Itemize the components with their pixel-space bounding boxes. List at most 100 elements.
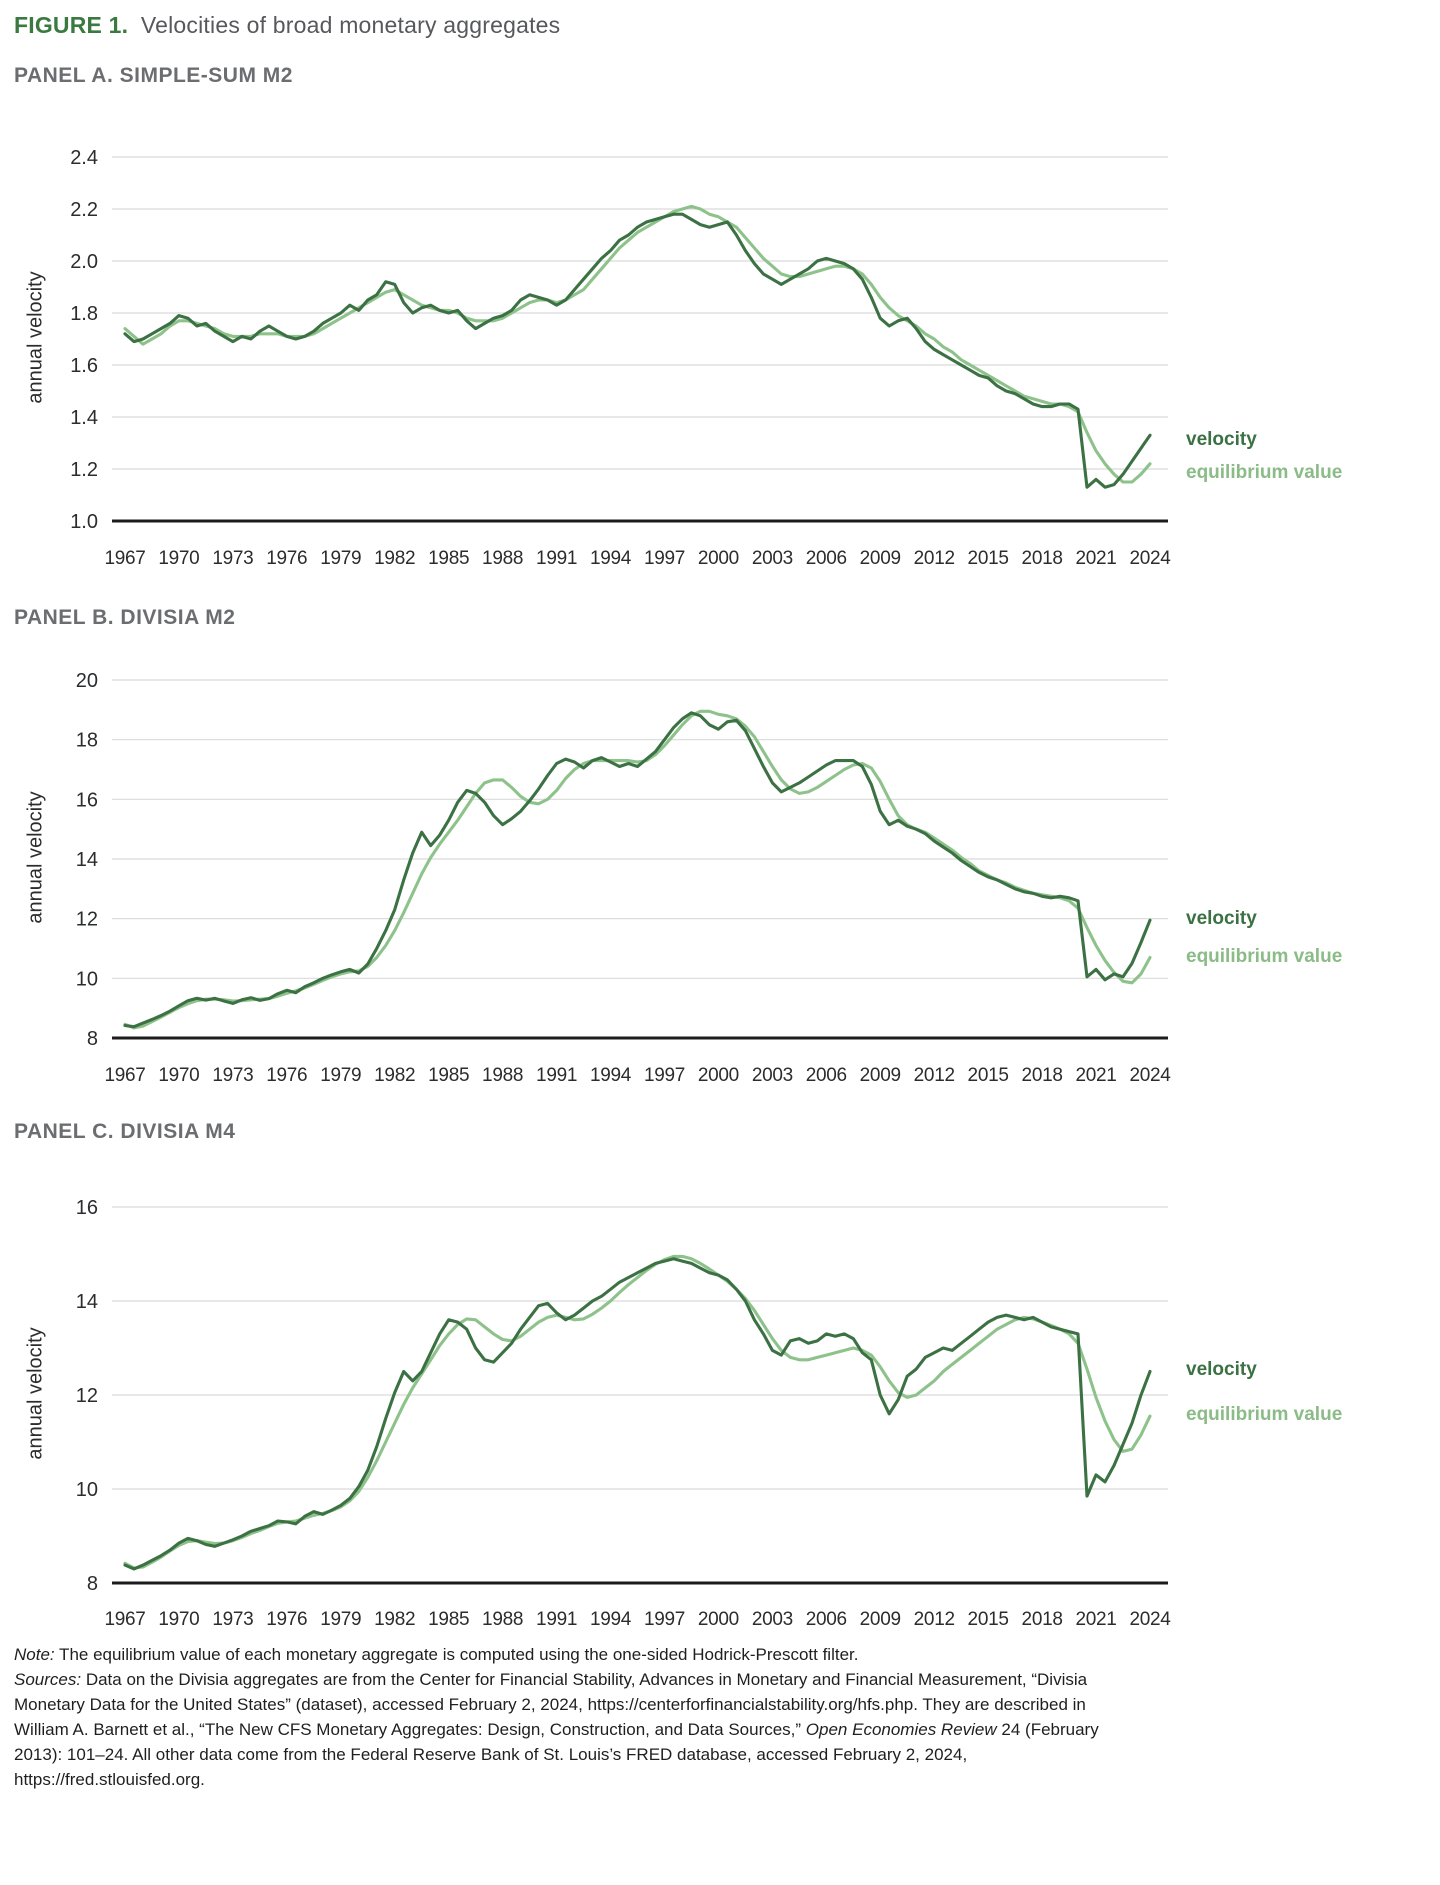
panel-c-chart: 16 14 12 10 8 1967 1970 1973 1976 1979 1982 1985 198… [76, 1197, 1172, 1630]
x-tick-label: 1979 [320, 1065, 361, 1086]
y-tick-label: 1.4 [70, 407, 98, 429]
journal-title: Open Economies Review [805, 1720, 997, 1739]
x-tick-label: 2000 [698, 1065, 739, 1086]
y-tick-label: 20 [76, 670, 98, 692]
legend-velocity-panel-a: velocity [1186, 429, 1257, 450]
x-tick-label: 2024 [1129, 548, 1171, 569]
sources-text-2: 24 (February 2013): 101–24. All other da… [14, 1720, 1099, 1789]
panel-a-yaxis-label: annual velocity [24, 271, 47, 404]
y-tick-label: 8 [87, 1028, 98, 1050]
x-tick-label: 2003 [752, 1609, 793, 1630]
note-label: Note: [14, 1645, 55, 1664]
velocity-line [123, 212, 1152, 489]
x-tick-label: 2000 [698, 548, 739, 569]
x-tick-label: 1988 [482, 1065, 523, 1086]
equilibrium-line [123, 1254, 1152, 1570]
y-tick-label: 10 [76, 1479, 98, 1501]
x-tick-label: 1988 [482, 1609, 523, 1630]
x-tick-label: 2021 [1075, 1065, 1116, 1086]
figure-title-text: Velocities of broad monetary aggregates [140, 12, 561, 38]
legend-equilibrium-panel-b: equilibrium value [1186, 946, 1343, 967]
x-tick-label: 1967 [104, 1065, 145, 1086]
x-tick-label: 2006 [806, 548, 847, 569]
x-tick-label: 1985 [428, 1065, 469, 1086]
x-tick-label: 1973 [212, 1065, 253, 1086]
x-tick-label: 2006 [806, 1065, 847, 1086]
y-tick-label: 2.0 [70, 251, 98, 273]
x-tick-label: 1967 [104, 548, 145, 569]
panel-a-chart: 2.4 2.2 2.0 1.8 1.6 1.4 1.2 1.0 1967 1970 1973 1976… [70, 147, 1171, 569]
x-tick-label: 2015 [968, 1065, 1009, 1086]
x-tick-label: 2018 [1022, 1065, 1063, 1086]
x-tick-label: 1970 [158, 548, 199, 569]
x-tick-label: 1985 [428, 548, 469, 569]
x-tick-label: 2024 [1129, 1609, 1171, 1630]
y-tick-label: 18 [76, 730, 98, 752]
legend-equilibrium-panel-a: equilibrium value [1186, 462, 1343, 483]
y-tick-label: 14 [76, 1291, 98, 1313]
x-tick-label: 2018 [1022, 1609, 1063, 1630]
x-tick-label: 1976 [266, 548, 307, 569]
velocity-line [123, 711, 1152, 1029]
y-tick-label: 2.2 [70, 199, 98, 221]
x-tick-label: 2009 [860, 1609, 901, 1630]
x-tick-label: 1979 [320, 548, 361, 569]
figure-title: FIGURE 1. Velocities of broad monetary a… [14, 12, 560, 39]
x-tick-label: 2003 [752, 1065, 793, 1086]
x-tick-label: 1976 [266, 1065, 307, 1086]
x-tick-label: 2021 [1075, 1609, 1116, 1630]
x-tick-label: 1994 [590, 1609, 632, 1630]
y-tick-label: 1.0 [70, 511, 98, 533]
y-tick-label: 2.4 [70, 147, 98, 169]
panel-a-heading: PANEL A. SIMPLE-SUM M2 [14, 64, 293, 87]
x-tick-label: 1979 [320, 1609, 361, 1630]
x-tick-label: 1973 [212, 1609, 253, 1630]
x-tick-label: 1997 [644, 1065, 685, 1086]
y-tick-label: 1.8 [70, 303, 98, 325]
equilibrium-line [123, 204, 1152, 484]
panel-c-yaxis-label: annual velocity [24, 1327, 47, 1460]
x-tick-label: 1973 [212, 548, 253, 569]
x-tick-label: 1991 [536, 1609, 577, 1630]
legend-velocity-panel-b: velocity [1186, 908, 1257, 929]
y-tick-label: 8 [87, 1573, 98, 1595]
x-tick-label: 2003 [752, 548, 793, 569]
legend-equilibrium-panel-c: equilibrium value [1186, 1404, 1343, 1425]
x-tick-label: 1982 [374, 548, 415, 569]
x-tick-label: 2012 [914, 1609, 955, 1630]
note-line: Note: The equilibrium value of each mone… [14, 1642, 1142, 1667]
x-tick-label: 1967 [104, 1609, 145, 1630]
x-tick-label: 2015 [968, 548, 1009, 569]
x-tick-label: 1985 [428, 1609, 469, 1630]
y-tick-label: 16 [76, 789, 98, 811]
panel-b-heading: PANEL B. DIVISIA M2 [14, 606, 236, 629]
x-tick-label: 2009 [860, 548, 901, 569]
x-tick-label: 2009 [860, 1065, 901, 1086]
velocity-line [123, 1257, 1152, 1571]
x-tick-label: 2000 [698, 1609, 739, 1630]
x-tick-label: 2012 [914, 548, 955, 569]
y-tick-label: 12 [76, 1385, 98, 1407]
x-tick-label: 1991 [536, 548, 577, 569]
y-tick-label: 10 [76, 968, 98, 990]
x-tick-label: 1988 [482, 548, 523, 569]
figure-notes: Note: The equilibrium value of each mone… [14, 1642, 1142, 1792]
x-tick-label: 2012 [914, 1065, 955, 1086]
y-tick-label: 1.2 [70, 459, 98, 481]
y-tick-label: 14 [76, 849, 98, 871]
y-tick-label: 1.6 [70, 355, 98, 377]
x-tick-label: 1982 [374, 1609, 415, 1630]
figure-label: FIGURE 1. [14, 12, 129, 38]
sources-line: Sources: Data on the Divisia aggregates … [14, 1667, 1142, 1792]
sources-text-1: Data on the Divisia aggregates are from … [14, 1670, 1088, 1739]
note-text: The equilibrium value of each monetary a… [54, 1645, 859, 1664]
panel-c-heading: PANEL C. DIVISIA M4 [14, 1120, 236, 1143]
x-tick-label: 1991 [536, 1065, 577, 1086]
x-tick-label: 2021 [1075, 548, 1116, 569]
x-tick-label: 1997 [644, 548, 685, 569]
x-tick-label: 1994 [590, 1065, 632, 1086]
x-tick-label: 2018 [1022, 548, 1063, 569]
x-tick-label: 1970 [158, 1065, 199, 1086]
